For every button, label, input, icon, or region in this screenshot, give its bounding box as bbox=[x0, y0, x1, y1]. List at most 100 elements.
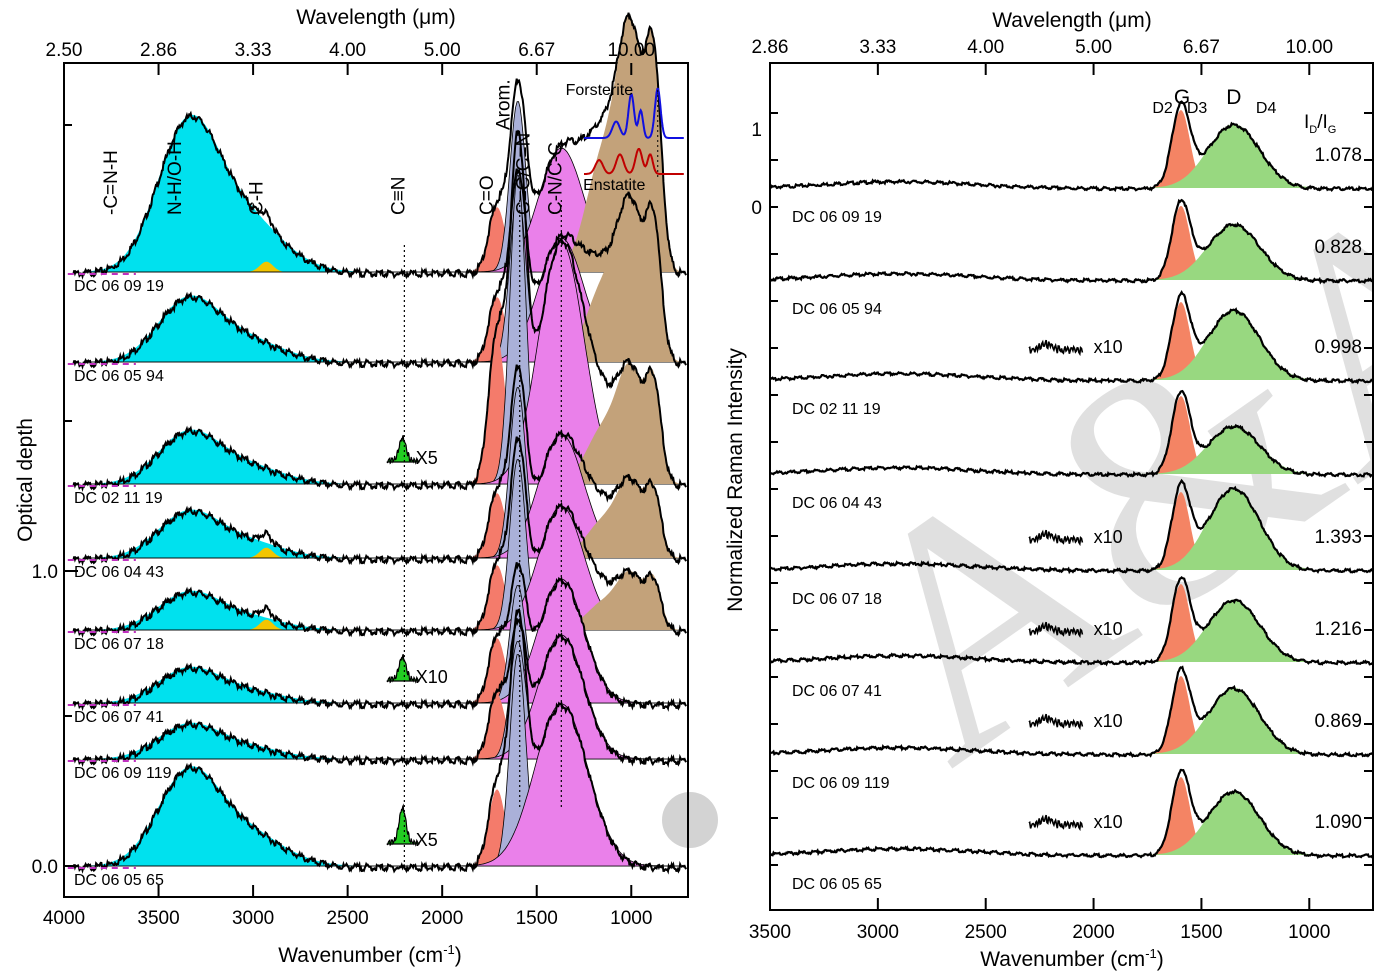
top-tick-label: 3.33 bbox=[235, 40, 272, 61]
silicate-band bbox=[82, 362, 684, 484]
top-tick-label: 3.33 bbox=[859, 37, 896, 58]
raman-ratio-label: 0.998 bbox=[1314, 337, 1362, 358]
raman-spectrum: x10 1.393 DC 06 07 18 bbox=[769, 478, 1374, 608]
watermark-dot bbox=[662, 792, 718, 848]
raman-total-spectrum bbox=[769, 665, 1374, 759]
raman-g-band bbox=[1125, 205, 1310, 280]
raman-d4-label: D4 bbox=[1256, 100, 1277, 117]
ir-total-spectrum bbox=[72, 436, 687, 639]
ir-spectrum: DC 06 07 18 bbox=[67, 436, 687, 653]
top-tick-label: 2.86 bbox=[752, 37, 789, 58]
top-tick-label: 4.00 bbox=[329, 40, 366, 61]
band-label: -C=N-H bbox=[101, 150, 122, 215]
raman-g-band bbox=[1125, 584, 1310, 662]
raman-ratio-label: 1.078 bbox=[1314, 145, 1362, 166]
raman-sample-label: DC 06 05 94 bbox=[792, 301, 882, 318]
top-tick-label: 4.00 bbox=[967, 37, 1004, 58]
raman-d-band bbox=[1125, 687, 1310, 754]
infrared-panel: DC 06 09 19 DC 06 05 94 X5 DC 02 11 19 DC 06… bbox=[14, 6, 689, 967]
y-tick-label: 0.0 bbox=[32, 857, 58, 878]
band-label: N-H/O-H bbox=[165, 141, 186, 215]
band-label: C≡N bbox=[388, 176, 409, 215]
band-label: C-N/C-C bbox=[545, 142, 566, 215]
top-tick-label: 6.67 bbox=[518, 40, 555, 61]
raman-d-band bbox=[1125, 599, 1310, 662]
x-tick-label: 4000 bbox=[43, 908, 85, 929]
raman-ratio-label: 1.393 bbox=[1314, 527, 1362, 548]
ir-scale-label: X5 bbox=[416, 830, 438, 850]
ir-sample-label: DC 06 09 19 bbox=[74, 278, 164, 295]
ir-total-spectrum bbox=[72, 364, 687, 567]
raman-ratio-label: 1.090 bbox=[1314, 812, 1362, 833]
y-tick-label: 1.0 bbox=[32, 562, 58, 583]
reference-inset: Forsterite Enstatite bbox=[566, 82, 684, 194]
top-tick-label: 10.00 bbox=[1286, 37, 1334, 58]
nh-oh-band bbox=[82, 429, 684, 484]
ir-sample-label: DC 06 07 18 bbox=[74, 636, 164, 653]
raman-scale-label: x10 bbox=[1094, 527, 1123, 547]
enstatite-spectrum bbox=[584, 148, 684, 175]
raman-y-axis-title: Normalized Raman Intensity bbox=[724, 348, 747, 612]
ir-sample-label: DC 06 05 94 bbox=[74, 368, 164, 385]
ir-sample-label: DC 06 07 41 bbox=[74, 709, 164, 726]
cn-triple-band bbox=[386, 803, 420, 847]
raman-d-band bbox=[1125, 309, 1310, 380]
ir-sample-label: DC 06 05 65 bbox=[74, 872, 164, 889]
top-tick-label: 5.00 bbox=[1075, 37, 1112, 58]
ir-top-axis-title: Wavelength (μm) bbox=[296, 6, 456, 29]
nh-oh-band bbox=[82, 666, 684, 703]
raman-plot-frame bbox=[769, 62, 1374, 911]
raman-ratio-label: 0.869 bbox=[1314, 711, 1362, 732]
raman-total-spectrum bbox=[769, 768, 1374, 860]
raman-ratio-label: 0.828 bbox=[1314, 237, 1362, 258]
nh-oh-band bbox=[82, 722, 684, 759]
raman-g-band bbox=[1125, 302, 1310, 380]
ir-total-spectrum bbox=[72, 562, 687, 712]
top-tick-label: 2.86 bbox=[140, 40, 177, 61]
raman-sample-label: DC 06 07 41 bbox=[792, 683, 882, 700]
x-tick-label: 1000 bbox=[610, 908, 652, 929]
band-label: C=O bbox=[477, 175, 498, 215]
ir-total-spectrum bbox=[72, 168, 687, 371]
raman-zoom-spectrum bbox=[1028, 713, 1084, 731]
ir-plot-frame bbox=[63, 62, 689, 898]
ir-total-spectrum bbox=[72, 608, 687, 875]
raman-ratio-label: 1.216 bbox=[1314, 619, 1362, 640]
raman-sample-label: DC 06 09 119 bbox=[792, 775, 890, 792]
raman-zoom-spectrum bbox=[1028, 529, 1084, 547]
ir-total-spectrum bbox=[72, 129, 687, 493]
nh-oh-band bbox=[82, 295, 684, 362]
raman-x-axis-title: Wavenumber (cm-1) bbox=[980, 946, 1164, 971]
ir-scale-label: X5 bbox=[416, 448, 438, 468]
raman-d-band bbox=[1125, 791, 1310, 855]
raman-spectrum: 1.078 DC 06 09 19 bbox=[769, 100, 1374, 226]
raman-zoom-spectrum bbox=[1028, 339, 1084, 357]
raman-zoom-spectrum bbox=[1028, 621, 1084, 639]
raman-total-spectrum bbox=[769, 290, 1374, 385]
nh-oh-band bbox=[82, 509, 684, 558]
ir-spectrum: X10 DC 06 07 41 bbox=[67, 562, 687, 726]
ir-x-axis-title: Wavenumber (cm-1) bbox=[278, 942, 462, 967]
x-tick-label: 2000 bbox=[1072, 922, 1114, 943]
raman-ratio-title: ID/IG bbox=[1304, 112, 1336, 136]
raman-sample-label: DC 06 09 19 bbox=[792, 209, 882, 226]
cn-triple-band bbox=[386, 434, 420, 465]
raman-spectrum: x10 1.090 DC 06 05 65 bbox=[769, 768, 1374, 893]
raman-g-band bbox=[1125, 492, 1310, 570]
raman-sample-label: DC 06 04 43 bbox=[792, 495, 882, 512]
band-label: Arom. bbox=[494, 79, 515, 130]
raman-scale-label: x10 bbox=[1094, 337, 1123, 357]
raman-spectrum: x10 0.998 DC 02 11 19 bbox=[769, 290, 1374, 418]
x-tick-label: 1500 bbox=[1180, 922, 1222, 943]
raman-d2-label: D2 bbox=[1152, 100, 1173, 117]
raman-d-label: D bbox=[1226, 86, 1241, 109]
raman-total-spectrum bbox=[769, 478, 1374, 575]
nh-oh-band bbox=[82, 766, 684, 866]
raman-spectrum: x10 1.216 DC 06 07 41 bbox=[769, 576, 1374, 700]
forsterite-label: Forsterite bbox=[566, 82, 634, 99]
raman-d-band bbox=[1125, 223, 1310, 280]
ir-spectrum: X5 DC 06 05 65 bbox=[67, 608, 687, 889]
forsterite-spectrum bbox=[584, 87, 684, 139]
top-tick-label: 5.00 bbox=[424, 40, 461, 61]
raman-g-band bbox=[1125, 676, 1310, 754]
